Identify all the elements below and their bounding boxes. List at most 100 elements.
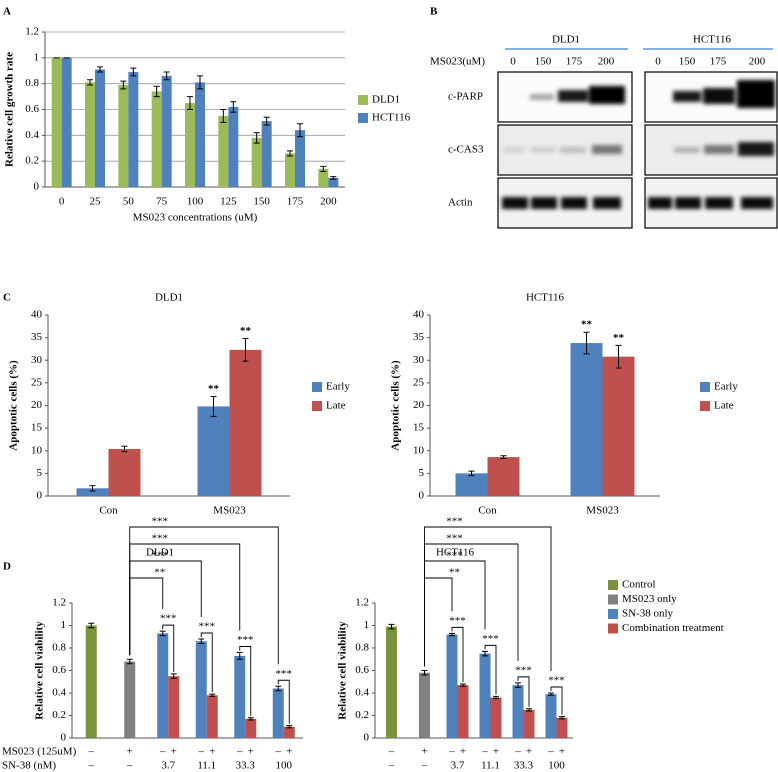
bracket [451, 626, 464, 682]
significance-label: *** [152, 516, 169, 528]
chart-title: HCT116 [526, 292, 565, 304]
significance-label: ** [449, 567, 460, 579]
significance-label: ** [154, 567, 165, 579]
x-tick-label: 0 [59, 196, 65, 208]
y-axis-label: Apoptotic cells (%) [390, 360, 402, 451]
bar [95, 69, 105, 187]
error-bar [482, 650, 488, 657]
significance-label: ** [208, 383, 220, 395]
error-bar [330, 176, 337, 180]
treatment-sign: + [493, 746, 499, 758]
y-axis-label: Relative cell growth rate [4, 52, 16, 167]
bar [168, 676, 180, 738]
error-bar [460, 683, 466, 687]
significance-label: ** [613, 332, 625, 344]
error-bar [230, 101, 237, 113]
bar [570, 343, 603, 496]
y-tick-label: 1 [61, 619, 67, 631]
y-tick-label: 10 [413, 444, 425, 456]
error-bar [287, 150, 293, 157]
y-tick-label: 0.6 [52, 664, 66, 676]
lane-label: 150 [535, 56, 552, 68]
error-bar [263, 116, 270, 126]
y-tick-label: 25 [413, 376, 425, 388]
dose-label: 100 [548, 760, 565, 772]
treatment-sign: – [514, 746, 521, 758]
x-tick-label: 200 [320, 196, 337, 208]
y-tick-label: 0 [61, 732, 67, 744]
error-bar [126, 658, 133, 665]
bar [61, 57, 72, 188]
error-bar [97, 66, 103, 73]
error-bar [198, 638, 205, 644]
western-blot: B DLD1 HCT116 MS023(uM) c-PARP c-CAS3 Ac… [430, 6, 778, 229]
legend-swatch [312, 382, 322, 392]
treatment-label: MS023(uM) [430, 56, 485, 68]
error-bar [121, 445, 128, 453]
bracket [200, 632, 213, 693]
treatment-sign: + [526, 746, 532, 758]
error-bar [89, 485, 96, 492]
legend-label: DLD1 [372, 94, 400, 106]
x-tick-label: Con [478, 505, 497, 517]
significance-label: *** [515, 664, 532, 676]
y-tick-label: 40 [413, 309, 425, 321]
bar [234, 655, 246, 738]
bar [490, 697, 502, 738]
error-bar [615, 344, 622, 369]
bar [457, 685, 469, 738]
bar [272, 688, 284, 738]
treatment-sign: – [236, 746, 243, 758]
error-bar [210, 395, 217, 417]
error-bar [88, 622, 95, 629]
significance-label: ** [240, 325, 252, 337]
y-tick-label: 1.2 [52, 597, 66, 609]
treatment-sign: + [460, 746, 466, 758]
treatment-sign: – [547, 746, 554, 758]
legend-swatch [700, 382, 710, 392]
y-tick-label: 10 [31, 444, 43, 456]
bar [229, 349, 262, 496]
y-axis-label: Apoptotic cells (%) [8, 360, 20, 451]
error-bar [388, 623, 395, 630]
y-tick-label: 0.8 [52, 642, 66, 654]
bar [108, 448, 141, 496]
x-tick-label: 150 [253, 196, 270, 208]
bar [151, 91, 162, 187]
y-tick-label: 0.2 [355, 709, 369, 721]
x-axis-label: MS023 concentrations (uM) [133, 212, 258, 224]
error-bar [130, 67, 137, 77]
y-tick-label: 1 [34, 51, 40, 63]
bar [161, 75, 172, 187]
bracket [239, 646, 252, 716]
legend-label: Control [622, 579, 656, 591]
y-tick-label: 5 [419, 467, 425, 479]
bar [218, 115, 229, 187]
bar [206, 695, 218, 738]
bar [245, 718, 257, 738]
y-tick-label: 0.2 [52, 709, 66, 721]
treatment-sign: – [275, 746, 282, 758]
y-tick-label: 15 [31, 422, 43, 434]
error-bar [421, 670, 428, 676]
significance-label: *** [446, 550, 463, 562]
y-tick-label: 0.8 [25, 77, 39, 89]
treatment-sign: – [481, 746, 488, 758]
bar [419, 672, 430, 738]
y-tick-label: 30 [31, 354, 43, 366]
bar [523, 709, 535, 738]
bar [386, 626, 397, 738]
error-bar [159, 630, 166, 637]
error-bar [236, 652, 243, 660]
y-tick-label: 0 [34, 181, 40, 193]
treatment-sign: – [198, 746, 205, 758]
bar [51, 57, 62, 188]
legend-label: SN-38 only [622, 608, 674, 620]
error-bar [253, 132, 260, 144]
bar [118, 84, 129, 187]
significance-label: *** [548, 675, 565, 687]
lane-label: 0 [510, 56, 516, 68]
x-tick-label: 50 [123, 196, 135, 208]
dose-label: 33.3 [236, 760, 256, 772]
y-tick-label: 15 [413, 422, 425, 434]
